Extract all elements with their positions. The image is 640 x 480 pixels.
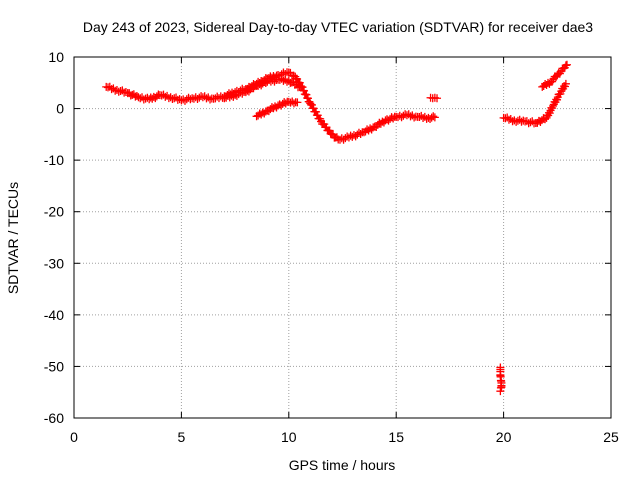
x-axis-label: GPS time / hours <box>289 457 396 473</box>
plot-area-frame <box>73 56 612 419</box>
x-tick-label-5: 25 <box>603 429 619 445</box>
trail-marker-0-1-2 <box>116 87 125 96</box>
trail-marker-0-31-3 <box>429 112 438 121</box>
trail-marker-0-6-1 <box>168 94 177 103</box>
trail-marker-0-28-4 <box>399 111 408 120</box>
trail-marker-0-0-3 <box>107 85 116 94</box>
y-tick-label-6: -50 <box>44 358 64 374</box>
trail-marker-0-23-4 <box>341 134 350 143</box>
y-tick-label-3: -20 <box>44 204 64 220</box>
trail-marker-2-3-4 <box>291 98 300 107</box>
data-point-0-20 <box>306 99 315 108</box>
trail-marker-5-6-6 <box>560 82 569 91</box>
trail-marker-5-0-1 <box>501 114 510 123</box>
series-track-d <box>499 79 570 128</box>
grid-lines <box>74 57 611 418</box>
trail-marker-0-19-6 <box>302 90 311 99</box>
series-track-a <box>102 68 439 144</box>
y-axis-label: SDTVAR / TECUs <box>5 182 21 294</box>
trail-marker-1-1-4 <box>238 89 247 98</box>
x-tick-label-3: 15 <box>388 429 404 445</box>
y-tick-label-2: -10 <box>44 152 64 168</box>
trail-marker-6-3-2 <box>561 61 570 70</box>
x-tick-label-2: 10 <box>281 429 297 445</box>
trail-marker-0-1-1 <box>114 87 123 96</box>
trail-marker-0-24-4 <box>351 132 360 141</box>
series-short-segment-16-7 <box>426 93 442 103</box>
chart-title: Day 243 of 2023, Sidereal Day-to-day VTE… <box>83 19 593 35</box>
y-tick-label-0: 10 <box>48 49 64 65</box>
trail-marker-0-0-1 <box>104 83 113 92</box>
x-tick-label-4: 20 <box>496 429 512 445</box>
trail-marker-0-24-7 <box>356 130 365 139</box>
trail-marker-6-0-4 <box>543 78 552 87</box>
series-track-e <box>538 60 571 91</box>
trail-marker-1-1-1 <box>232 91 241 100</box>
trail-marker-0-27-5 <box>389 114 398 123</box>
trail-marker-0-31-2 <box>427 113 436 122</box>
trail-marker-1-5-3 <box>279 76 288 85</box>
trail-marker-0-1-5 <box>121 87 130 96</box>
x-axis-ticks: 0 5 10 15 20 25 <box>70 57 619 445</box>
trail-marker-0-9-4 <box>206 95 215 104</box>
trail-marker-0-26-5 <box>378 117 387 126</box>
trail-marker-0-30-4 <box>420 112 429 121</box>
trail-marker-0-3-3 <box>139 95 148 104</box>
series-track-b <box>220 74 304 103</box>
trail-marker-0-30-3 <box>419 113 428 122</box>
x-tick-label-0: 0 <box>70 429 78 445</box>
trail-marker-5-0-3 <box>504 115 513 124</box>
trail-marker-0-20-12 <box>316 114 325 123</box>
y-tick-label-5: -40 <box>44 307 64 323</box>
y-tick-label-1: 0 <box>56 101 64 117</box>
trail-marker-0-29-3 <box>408 111 417 120</box>
trail-marker-4-4-1 <box>496 383 505 392</box>
y-tick-label-4: -30 <box>44 255 64 271</box>
series-outliers-19-8 <box>496 363 506 396</box>
trail-marker-0-4-5 <box>152 92 161 101</box>
trail-marker-1-4-4 <box>270 77 279 86</box>
trail-marker-2-2-5 <box>281 99 290 108</box>
trail-marker-2-3-2 <box>288 97 297 106</box>
trail-marker-2-3-3 <box>289 99 298 108</box>
trail-marker-5-2-3 <box>526 118 535 127</box>
x-tick-label-1: 5 <box>178 429 186 445</box>
series-track-c <box>252 97 302 121</box>
trail-marker-0-8-4 <box>195 93 204 102</box>
trail-marker-0-7-4 <box>184 93 193 102</box>
data-points <box>102 60 571 396</box>
trail-marker-1-0-5 <box>229 92 238 101</box>
trail-marker-0-5-3 <box>161 92 170 101</box>
trail-marker-1-6-6 <box>294 83 303 92</box>
trail-marker-5-1-3 <box>515 115 524 124</box>
y-tick-label-7: -60 <box>44 410 64 426</box>
trail-marker-0-19-8 <box>303 94 312 103</box>
trail-marker-5-4-7 <box>548 104 557 113</box>
trail-marker-0-6-2 <box>170 94 179 103</box>
y-axis-ticks: 10 0 -10 -20 -30 -40 -50 -60 <box>44 49 611 426</box>
trail-marker-0-9-3 <box>204 93 213 102</box>
data-point-3-3 <box>433 94 442 103</box>
